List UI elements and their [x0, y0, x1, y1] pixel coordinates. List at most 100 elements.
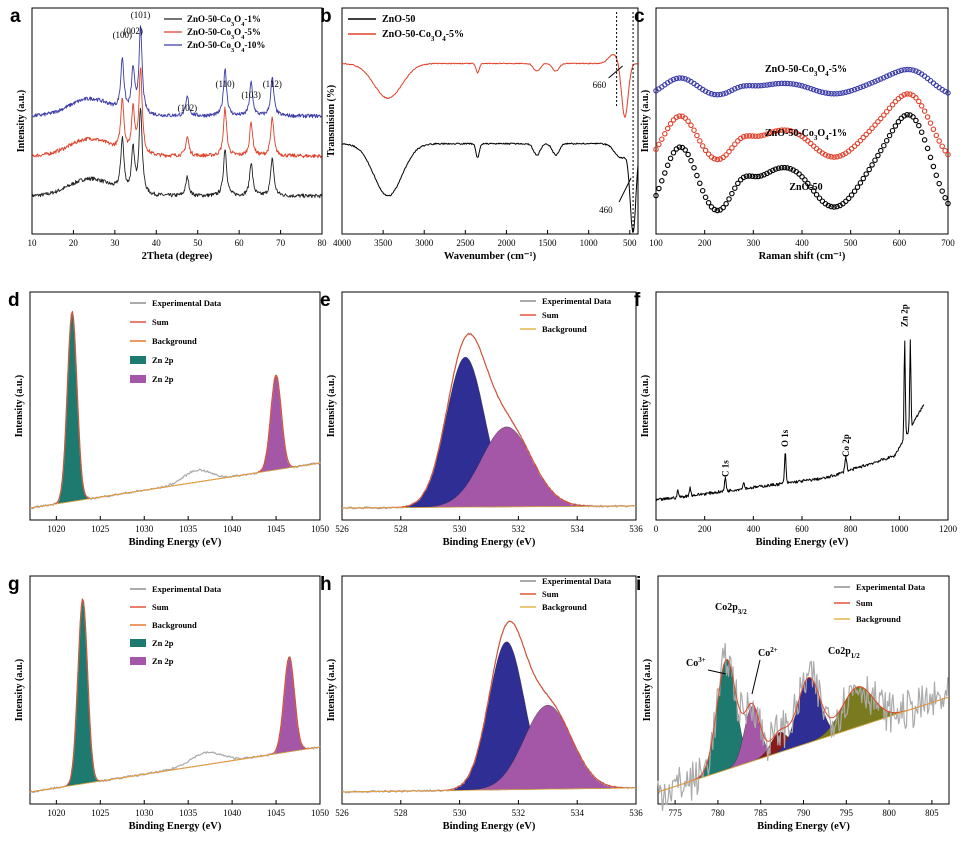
plot-frame-e: [341, 291, 637, 521]
raman-point: [702, 88, 709, 94]
raman-point: [802, 83, 808, 90]
raman-point: [810, 188, 817, 194]
peak-annotation: (110): [215, 79, 234, 89]
x-tick-label: 526: [335, 808, 349, 818]
raman-point: [705, 200, 712, 206]
plot-frame-c: [655, 7, 949, 235]
y-axis-label: Intensity (a.u.): [640, 90, 651, 153]
raman-point: [875, 152, 881, 159]
raman-point: [921, 137, 928, 143]
raman-point: [889, 127, 896, 134]
raman-point: [699, 143, 706, 149]
raman-point: [770, 129, 776, 135]
raman-point: [653, 192, 659, 199]
raman-point: [936, 138, 942, 144]
raman-point: [740, 174, 747, 181]
raman-point: [845, 88, 852, 95]
raman-point: [837, 90, 843, 97]
raman-point: [685, 151, 691, 158]
raman-point: [851, 86, 858, 93]
raman-point: [694, 132, 700, 139]
raman-point: [752, 133, 759, 139]
raman-point: [796, 82, 802, 88]
raman-point: [746, 82, 753, 89]
raman-point: [775, 80, 782, 87]
x-tick-label: 30: [110, 238, 120, 248]
ftir-series-0: [341, 142, 639, 233]
raman-point: [831, 91, 837, 97]
raman-point: [735, 84, 741, 91]
raman-point: [907, 66, 913, 73]
legend-item-label: Experimental Data: [856, 582, 926, 592]
raman-point: [667, 121, 674, 127]
raman-point: [834, 203, 840, 210]
x-tick-label: 530: [453, 524, 467, 534]
raman-point: [834, 90, 840, 97]
series-label: ZnO-50-Co3O4-5%: [765, 64, 847, 78]
background-line: [29, 746, 321, 793]
y-axis-label: Intensity (a.u.): [14, 375, 25, 438]
raman-point: [904, 91, 910, 97]
raman-point: [828, 154, 834, 160]
raman-point: [708, 91, 715, 97]
arrow-co2: [751, 659, 761, 695]
raman-point: [910, 67, 916, 73]
legend-item-label: Zn 2p: [152, 638, 174, 648]
raman-point: [872, 157, 878, 163]
raman-point: [816, 195, 823, 201]
raman-point: [740, 83, 747, 89]
raman-point: [881, 74, 887, 81]
x-tick-label: 528: [394, 524, 408, 534]
raman-point: [749, 82, 756, 89]
raman-point: [886, 132, 893, 139]
x-tick-label: 60: [235, 238, 245, 248]
x-tick-label: 0: [654, 524, 659, 534]
raman-point: [945, 200, 951, 207]
background-line: [657, 696, 950, 793]
raman-point: [688, 157, 694, 164]
plot-frame-h: [341, 575, 637, 805]
panel-letter: a: [10, 6, 21, 27]
raman-point: [869, 79, 875, 86]
x-axis-label: Binding Energy (eV): [129, 821, 222, 832]
raman-point: [781, 80, 788, 87]
legend-item-label: Sum: [542, 310, 559, 320]
raman-point: [857, 84, 864, 91]
raman-point: [942, 147, 948, 154]
raman-point: [772, 166, 779, 172]
x-tick-label: 536: [629, 808, 643, 818]
raman-point: [869, 125, 875, 131]
raman-point: [673, 114, 680, 121]
xrd-series-1: [31, 67, 322, 159]
raman-point: [664, 125, 671, 132]
x-tick-label: 3500: [374, 238, 393, 248]
raman-point: [889, 70, 896, 77]
x-tick-label: 600: [795, 524, 809, 534]
raman-point: [799, 174, 805, 180]
raman-point: [878, 147, 884, 154]
raman-point: [714, 207, 721, 214]
x-tick-label: 1045: [267, 524, 286, 534]
raman-point: [924, 145, 931, 152]
raman-point: [860, 83, 867, 90]
y-axis-label: Intensity (a.u.): [640, 375, 651, 438]
survey-annotation: Co 2p: [841, 434, 851, 457]
plot-frame-b: [341, 7, 639, 235]
raman-point: [755, 83, 761, 89]
raman-point: [866, 166, 872, 173]
panel-letter: i: [636, 574, 641, 595]
raman-point: [699, 187, 706, 194]
x-tick-label: 1020: [47, 808, 66, 818]
raman-point: [778, 127, 785, 133]
arrow-460: [618, 177, 632, 203]
raman-point: [845, 195, 852, 202]
raman-point: [729, 190, 735, 197]
raman-point: [927, 120, 934, 126]
raman-point: [930, 126, 937, 133]
raman-point: [697, 138, 703, 144]
arrow-co3: [707, 669, 727, 675]
raman-point: [676, 144, 683, 150]
raman-point: [758, 82, 764, 89]
raman-point: [711, 156, 718, 162]
